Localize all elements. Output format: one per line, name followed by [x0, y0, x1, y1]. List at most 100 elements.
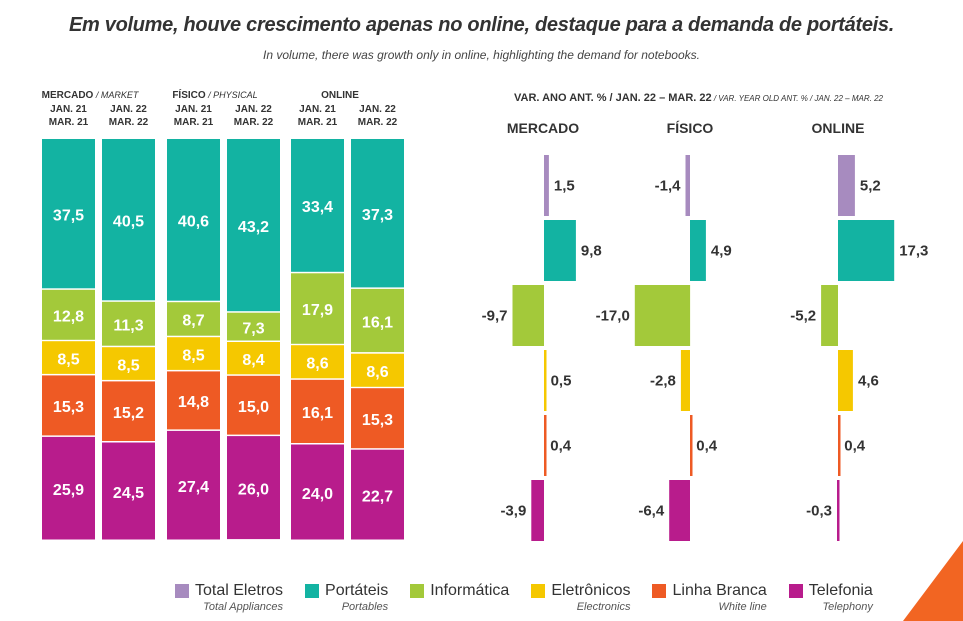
- variation-bar-informatica: [821, 285, 838, 346]
- variation-bar-label: 5,2: [860, 178, 881, 195]
- period-label: JAN. 22: [110, 104, 147, 115]
- variation-bar-label: 0,4: [844, 438, 866, 455]
- period-label: MAR. 21: [49, 117, 89, 128]
- legend-swatch: [652, 584, 667, 598]
- variation-bar-total_eletros: [544, 155, 549, 216]
- chart-subtitle: In volume, there was growth only in onli…: [263, 48, 700, 62]
- variation-bar-linha_branca: [544, 415, 547, 476]
- legend-label: Informática: [430, 582, 510, 599]
- stacked-bar-informatica: [351, 288, 404, 353]
- legend-item-eletronicos: Eletrônicos Electronics: [531, 582, 630, 613]
- variation-bar-portateis: [690, 220, 706, 281]
- stacked-bar-linha_branca: [291, 379, 344, 443]
- stacked-bar-label: 37,3: [362, 207, 393, 224]
- variation-chart-title: VAR. ANO ANT. % / JAN. 22 – MAR. 22 / VA…: [514, 92, 884, 104]
- stacked-bar-telefonia: [351, 449, 404, 540]
- legend-label-en: Electronics: [576, 601, 631, 613]
- variation-bar-portateis: [838, 220, 895, 281]
- stacked-bar-informatica: [227, 312, 280, 341]
- variation-bar-label: -9,7: [482, 308, 508, 325]
- stacked-bar-telefonia: [102, 442, 155, 540]
- stacked-bar-label: 8,7: [182, 313, 204, 330]
- period-label: JAN. 21: [50, 104, 87, 115]
- stacked-bar-label: 16,1: [302, 405, 333, 422]
- stacked-bar-portateis: [227, 139, 280, 312]
- variation-bar-label: 9,8: [581, 243, 602, 260]
- stacked-bar-telefonia: [291, 444, 344, 540]
- variation-bar-label: 0,4: [550, 438, 572, 455]
- group-header-online: ONLINE: [321, 90, 359, 101]
- stacked-bar-informatica: [102, 301, 155, 346]
- variation-bar-label: 0,4: [696, 438, 718, 455]
- variation-bar-portateis: [544, 220, 576, 281]
- stacked-bar-label: 14,8: [178, 394, 209, 411]
- legend-label-en: Telephony: [822, 601, 873, 613]
- variation-bar-label: 4,6: [858, 373, 879, 390]
- legend-label-en: Total Appliances: [203, 601, 284, 613]
- stacked-bar-label: 15,0: [238, 399, 269, 416]
- period-label: MAR. 22: [358, 117, 398, 128]
- stacked-bar-informatica: [291, 273, 344, 344]
- stacked-bar-label: 15,2: [113, 405, 144, 422]
- chart-title: Em volume, houve crescimento apenas no o…: [68, 14, 895, 36]
- variation-bar-linha_branca: [838, 415, 841, 476]
- legend-item-portateis: Portáteis Portables: [305, 582, 388, 613]
- variation-bar-telefonia: [837, 480, 840, 541]
- stacked-bar-portateis: [291, 139, 344, 272]
- variation-bar-label: -5,2: [790, 308, 816, 325]
- stacked-bar-eletronicos: [42, 341, 95, 374]
- panel-title-mercado: MERCADO: [507, 120, 579, 136]
- variation-bar-telefonia: [669, 480, 690, 541]
- stacked-bar-label: 15,3: [362, 412, 393, 429]
- variation-bar-label: -6,4: [638, 503, 665, 520]
- variation-bar-informatica: [634, 285, 691, 346]
- legend-swatch: [410, 584, 425, 598]
- stacked-bar-label: 11,3: [113, 318, 143, 335]
- legend-label: Telefonia: [808, 582, 873, 599]
- stacked-bar-informatica: [42, 289, 95, 340]
- stacked-bar-label: 27,4: [178, 479, 209, 496]
- stacked-bar-label: 8,5: [117, 357, 139, 374]
- variation-bar-label: 4,9: [711, 243, 732, 260]
- stacked-bar-label: 24,0: [302, 486, 333, 503]
- stacked-bar-linha_branca: [351, 388, 404, 449]
- legend-label-en: [410, 601, 509, 613]
- period-label: MAR. 22: [109, 117, 149, 128]
- stacked-bar-label: 37,5: [53, 207, 84, 224]
- stacked-bar-label: 8,6: [306, 356, 328, 373]
- stacked-bar-label: 24,5: [113, 485, 144, 502]
- stacked-bar-telefonia: [42, 436, 95, 540]
- legend-label-en: White line: [718, 601, 767, 613]
- stacked-bar-eletronicos: [291, 345, 344, 379]
- period-label: JAN. 22: [235, 104, 272, 115]
- legend-swatch: [531, 584, 546, 598]
- period-label: JAN. 21: [175, 104, 212, 115]
- stacked-bar-label: 25,9: [53, 482, 84, 499]
- variation-bar-total_eletros: [685, 155, 690, 216]
- stacked-bar-label: 40,5: [113, 213, 144, 230]
- stacked-bar-label: 26,0: [238, 481, 269, 498]
- stacked-bar-telefonia: [167, 430, 220, 540]
- legend-swatch: [305, 584, 320, 598]
- stacked-bar-label: 7,3: [242, 320, 264, 337]
- stacked-bar-label: 22,7: [362, 488, 393, 505]
- stacked-bar-label: 8,6: [366, 364, 388, 381]
- variation-bar-linha_branca: [690, 415, 693, 476]
- stacked-bar-eletronicos: [167, 337, 220, 370]
- variation-bar-eletronicos: [680, 350, 690, 411]
- legend-label: Portáteis: [325, 582, 389, 599]
- group-header-fisico: FÍSICO / PHYSICAL: [172, 88, 257, 101]
- legend-item-total_eletros: Total Eletros Total Appliances: [175, 582, 283, 613]
- stacked-bar-eletronicos: [227, 342, 280, 375]
- legend-label: Eletrônicos: [551, 582, 631, 599]
- legend-item-telefonia: Telefonia Telephony: [788, 582, 873, 613]
- stacked-bar-portateis: [42, 139, 95, 289]
- legend-item-linha_branca: Linha Branca White line: [652, 582, 767, 613]
- variation-bar-label: 0,5: [551, 373, 572, 390]
- stacked-bar-label: 8,5: [182, 347, 204, 364]
- period-label: JAN. 21: [299, 104, 336, 115]
- stacked-bar-label: 12,8: [53, 309, 84, 326]
- variation-bar-eletronicos: [544, 350, 547, 411]
- stacked-bar-eletronicos: [102, 347, 155, 380]
- stacked-bar-linha_branca: [42, 375, 95, 436]
